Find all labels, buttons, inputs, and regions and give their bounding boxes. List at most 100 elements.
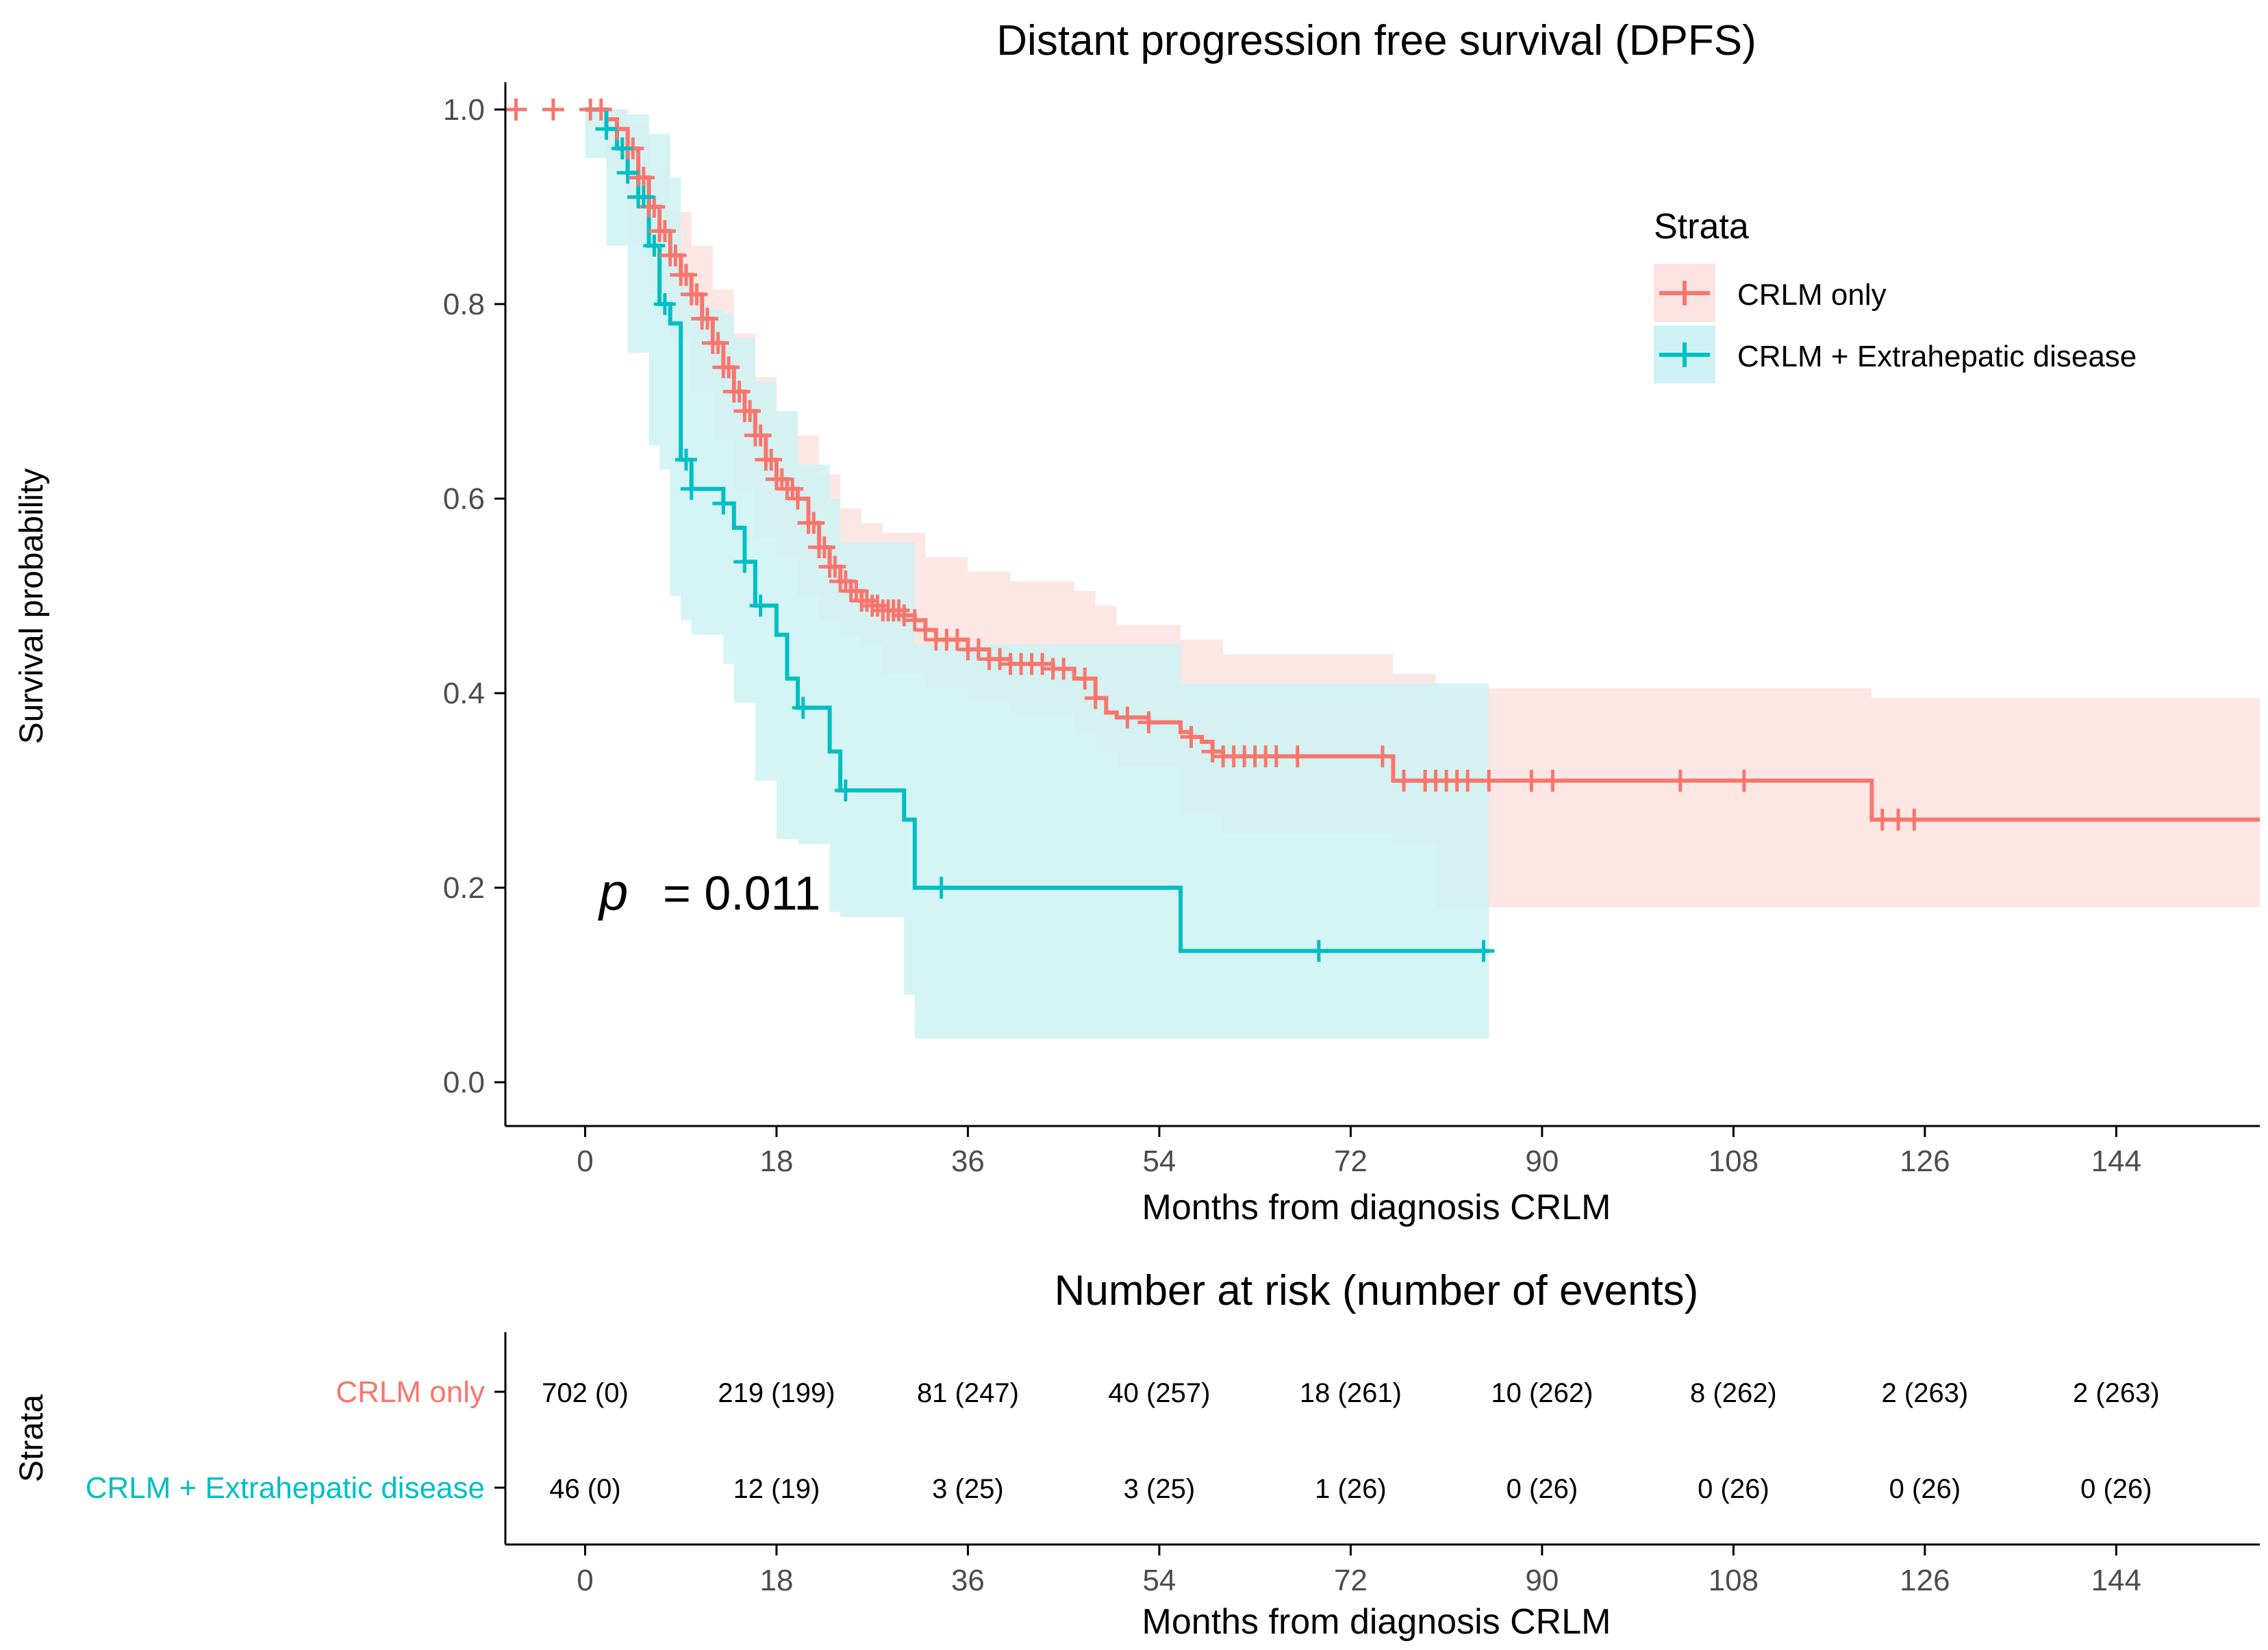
y-tick-label: 0.2 [443, 871, 485, 905]
censor-mark [1137, 711, 1160, 734]
censor-mark [632, 166, 655, 189]
p-value-symbol: p [598, 863, 628, 921]
censor-mark [733, 551, 756, 573]
risk-table-title: Number at risk (number of events) [1055, 1267, 1699, 1314]
risk-x-tick-label: 90 [1525, 1564, 1559, 1597]
censor-mark [787, 487, 809, 510]
risk-table-cell: 219 (199) [718, 1378, 835, 1408]
censor-mark [893, 604, 916, 627]
risk-x-tick-label: 144 [2091, 1564, 2141, 1597]
censor-mark [653, 220, 676, 242]
x-axis-label: Months from diagnosis CRLM [1142, 1188, 1611, 1227]
risk-table-cell: 0 (26) [1507, 1474, 1578, 1504]
legend: Strata CRLM only CRLM + Extrahepatic dis… [1654, 207, 2137, 384]
censor-mark [675, 264, 697, 286]
censor-mark [632, 186, 655, 208]
censor-mark [611, 137, 633, 160]
risk-table-cell: 46 (0) [549, 1474, 621, 1504]
x-axis-ticks: 0 18 36 54 72 90 108 126 144 [577, 1126, 2141, 1178]
censor-mark [834, 570, 857, 592]
censor-mark [1732, 769, 1755, 792]
y-tick-label: 0.6 [443, 482, 485, 516]
risk-table-cell: 12 (19) [733, 1474, 820, 1504]
x-tick-label: 144 [2091, 1145, 2141, 1178]
legend-key-crlm-only [1654, 264, 1715, 322]
censor-mark [643, 234, 666, 257]
y-tick-label: 0.8 [443, 288, 485, 321]
censor-mark [866, 595, 889, 617]
risk-table-cell: 10 (262) [1491, 1378, 1593, 1408]
censor-mark [505, 98, 527, 121]
confidence-band-crlm-only [585, 109, 2260, 908]
censor-mark [675, 449, 697, 471]
censor-mark [1478, 769, 1500, 792]
risk-x-tick-label: 18 [759, 1564, 793, 1597]
censor-mark [1201, 740, 1224, 763]
censor-mark [1541, 769, 1564, 792]
censor-mark [707, 332, 729, 354]
censor-mark [1074, 667, 1096, 690]
risk-table-cell: 3 (25) [932, 1474, 1004, 1504]
x-tick-label: 90 [1525, 1145, 1559, 1178]
censor-mark [1053, 658, 1075, 680]
censor-mark [595, 118, 618, 140]
censor-mark [664, 244, 687, 266]
risk-x-tick-label: 72 [1334, 1564, 1368, 1597]
risk-table-cell: 1 (26) [1315, 1474, 1387, 1504]
censor-mark [1084, 687, 1107, 710]
legend-title: Strata [1654, 207, 1749, 247]
risk-table-cell: 3 (25) [1124, 1474, 1196, 1504]
censor-mark [653, 292, 676, 315]
censor-mark [803, 512, 825, 534]
x-tick-label: 72 [1334, 1145, 1368, 1178]
censor-mark [1393, 769, 1415, 792]
censor-mark [1116, 706, 1139, 729]
censor-mark [728, 380, 751, 403]
censor-mark [1286, 745, 1309, 768]
y-tick-label: 0.0 [443, 1066, 485, 1099]
risk-table-strata-label: Strata [14, 1395, 50, 1482]
censor-mark [590, 98, 612, 121]
x-tick-label: 36 [951, 1145, 985, 1178]
censor-mark [989, 648, 1011, 671]
legend-label-crlm-only: CRLM only [1737, 278, 1887, 312]
risk-x-tick-label: 126 [1900, 1564, 1950, 1597]
censor-mark [792, 697, 814, 719]
censor-mark [770, 468, 793, 490]
x-tick-label: 108 [1709, 1145, 1759, 1178]
risk-row-label-crlm-extrahepatic: CRLM + Extrahepatic disease [86, 1471, 485, 1505]
censor-mark [824, 555, 846, 578]
risk-table-row-labels: CRLM only CRLM + Extrahepatic disease [86, 1375, 505, 1505]
risk-table-cells: 702 (0) 219 (199) 81 (247) 40 (257) 18 (261)… [542, 1378, 2160, 1504]
risk-table-cell: 0 (26) [2080, 1474, 2152, 1504]
censor-mark [680, 477, 703, 500]
censor-mark [903, 609, 926, 632]
censor-marks [505, 98, 1926, 962]
censor-mark [616, 162, 639, 184]
risk-table-cell: 2 (263) [2073, 1378, 2160, 1408]
censor-mark [712, 492, 735, 515]
y-axis-ticks: 0.0 0.2 0.4 0.6 0.8 1.0 [443, 93, 505, 1099]
risk-table-x-axis-label: Months from diagnosis CRLM [1142, 1602, 1611, 1642]
risk-x-tick-label: 54 [1142, 1564, 1176, 1597]
risk-x-tick-label: 108 [1709, 1564, 1759, 1597]
y-axis-label: Survival probability [14, 468, 50, 745]
risk-table-cell: 81 (247) [917, 1378, 1019, 1408]
censor-mark [643, 195, 666, 218]
x-tick-label: 126 [1900, 1145, 1950, 1178]
censor-mark [1372, 745, 1394, 768]
censor-mark [1307, 940, 1330, 962]
censor-mark [914, 618, 937, 641]
risk-table-cell: 702 (0) [542, 1378, 629, 1408]
y-tick-label: 1.0 [443, 93, 485, 127]
censor-mark [1472, 940, 1495, 962]
risk-table: Number at risk (number of events) Strata… [14, 1267, 2260, 1642]
censor-mark [749, 595, 772, 617]
censor-mark [813, 536, 835, 558]
x-tick-label: 0 [577, 1145, 593, 1178]
risk-table-cell: 0 (26) [1698, 1474, 1769, 1504]
p-value-text: = 0.011 [663, 866, 820, 920]
censor-mark [781, 477, 804, 500]
risk-table-cell: 40 (257) [1108, 1378, 1210, 1408]
risk-row-label-crlm-only: CRLM only [336, 1375, 485, 1409]
